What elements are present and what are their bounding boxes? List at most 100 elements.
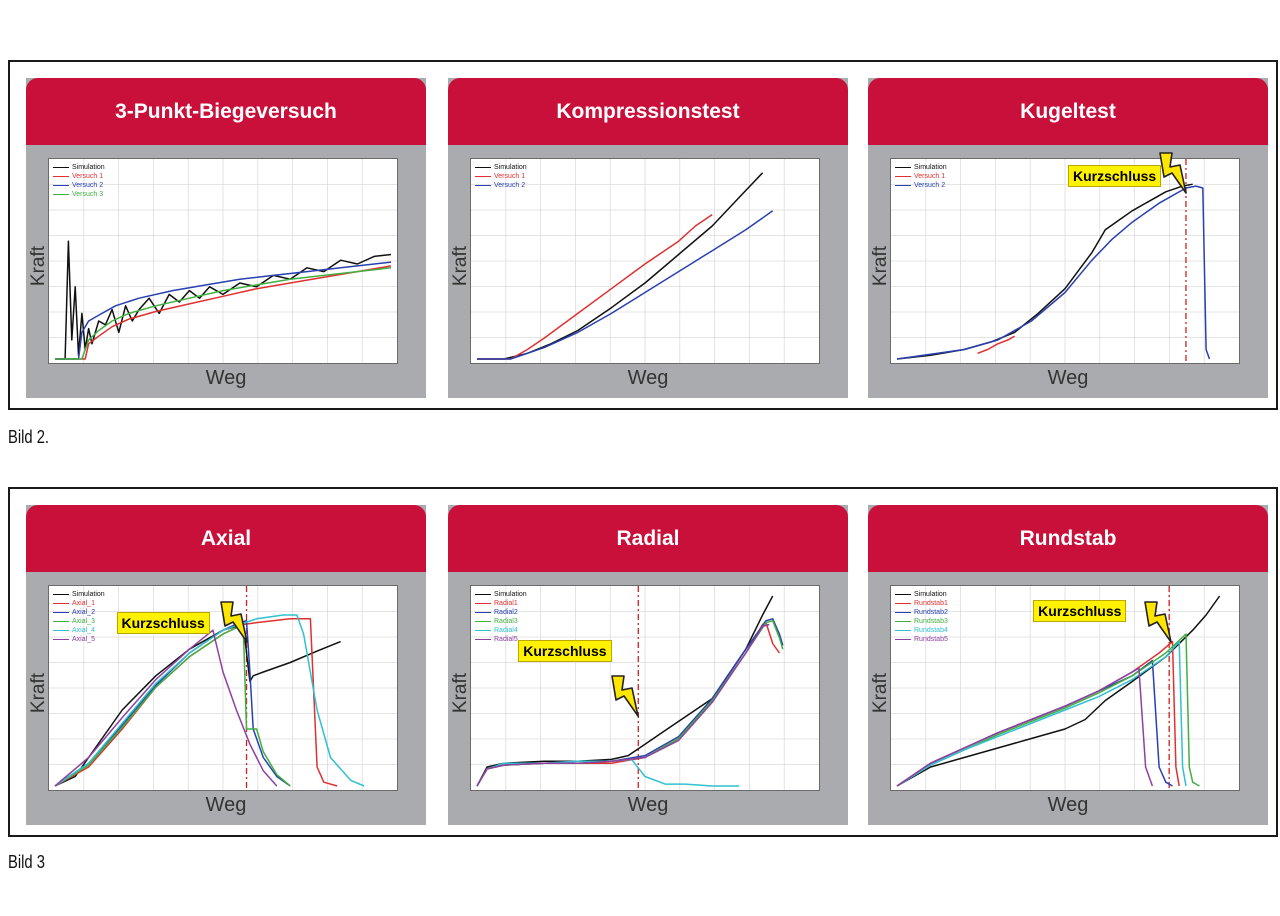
legend-swatch bbox=[475, 612, 491, 613]
chart-panel-p0: 3-Punkt-Biegeversuch Kraft Weg Simulation Ve… bbox=[26, 78, 426, 398]
legend-item: Versuch 1 bbox=[895, 172, 947, 181]
legend: Simulation Rundstab1 Rundstab2 Rundstab3 Run… bbox=[895, 590, 948, 644]
legend-swatch bbox=[53, 176, 69, 177]
series-line-simulation bbox=[54, 623, 341, 787]
legend-item: Simulation bbox=[895, 163, 947, 172]
chart-panel-p3: Axial Kraft Weg Simulation Axial_1 Axial_2 Axi… bbox=[26, 505, 426, 825]
legend-swatch bbox=[475, 594, 491, 595]
x-axis-label: Weg bbox=[1047, 794, 1089, 816]
legend-item: Simulation bbox=[475, 590, 527, 599]
legend-swatch bbox=[895, 185, 911, 186]
series-line-axial-3 bbox=[54, 623, 291, 787]
series-line-axial-4 bbox=[54, 614, 365, 787]
y-axis-label: Kraft bbox=[870, 672, 891, 714]
legend-item: Versuch 2 bbox=[53, 181, 105, 190]
series-line-versuch-3 bbox=[55, 267, 392, 360]
chart-panel-p4: Radial Kraft Weg Simulation Radial1 Radial2 Ra… bbox=[448, 505, 848, 825]
legend-item: Rundstab3 bbox=[895, 617, 948, 626]
chart-title: Radial bbox=[448, 505, 848, 572]
plot-area: Simulation Versuch 1 Versuch 2 Kurzschluss bbox=[890, 152, 1240, 364]
chart-panel-p1: Kompressionstest Kraft Weg Simulation Versuc… bbox=[448, 78, 848, 398]
legend-swatch bbox=[895, 612, 911, 613]
plot-area: Simulation Rundstab1 Rundstab2 Rundstab3 Run… bbox=[890, 585, 1240, 791]
legend-swatch bbox=[53, 594, 69, 595]
legend-swatch bbox=[475, 167, 491, 168]
chart-title: Kompressionstest bbox=[448, 78, 848, 145]
legend-item: Versuch 2 bbox=[895, 181, 947, 190]
chart-panel-p5: Rundstab Kraft Weg Simulation Rundstab1 Runds… bbox=[868, 505, 1268, 825]
legend-swatch bbox=[895, 621, 911, 622]
legend-swatch bbox=[895, 630, 911, 631]
legend-label: Radial3 bbox=[494, 618, 518, 625]
legend-label: Simulation bbox=[494, 164, 527, 171]
legend-swatch bbox=[895, 167, 911, 168]
legend-label: Radial2 bbox=[494, 609, 518, 616]
figure-3-frame: Axial Kraft Weg Simulation Axial_1 Axial_2 Axi… bbox=[8, 487, 1278, 837]
legend-label: Simulation bbox=[914, 591, 947, 598]
y-axis-label: Kraft bbox=[450, 245, 471, 287]
legend-label: Rundstab5 bbox=[914, 636, 948, 643]
legend-swatch bbox=[895, 176, 911, 177]
chart-title: 3-Punkt-Biegeversuch bbox=[26, 78, 426, 145]
legend-label: Versuch 1 bbox=[494, 173, 526, 180]
chart-panel-p2: Kugeltest Kraft Weg Simulation Versuch 1 Vers… bbox=[868, 78, 1268, 398]
chart-svg bbox=[891, 586, 1239, 790]
y-axis-label: Kraft bbox=[28, 245, 49, 287]
x-axis-label: Weg bbox=[205, 367, 247, 389]
legend-item: Radial2 bbox=[475, 608, 527, 617]
legend-item: Versuch 1 bbox=[53, 172, 105, 181]
legend-item: Axial_3 bbox=[53, 617, 105, 626]
lightning-bolt-icon bbox=[1159, 152, 1187, 194]
figure-2-caption: Bild 2. bbox=[8, 427, 50, 447]
x-axis-label: Weg bbox=[1047, 367, 1089, 389]
series-line-simulation bbox=[55, 240, 392, 360]
legend-label: Simulation bbox=[72, 591, 105, 598]
chart-title: Axial bbox=[26, 505, 426, 572]
legend-swatch bbox=[475, 176, 491, 177]
legend-item: Axial_2 bbox=[53, 608, 105, 617]
y-axis-label: Kraft bbox=[450, 672, 471, 714]
legend-label: Versuch 2 bbox=[72, 182, 104, 189]
legend-item: Rundstab5 bbox=[895, 635, 948, 644]
legend-label: Radial4 bbox=[494, 627, 518, 634]
figure-2-frame: 3-Punkt-Biegeversuch Kraft Weg Simulation Ve… bbox=[8, 60, 1278, 410]
chart-svg bbox=[891, 159, 1239, 363]
legend-item: Axial_4 bbox=[53, 626, 105, 635]
chart-title: Kugeltest bbox=[868, 78, 1268, 145]
legend-swatch bbox=[475, 639, 491, 640]
legend-item: Versuch 3 bbox=[53, 190, 105, 199]
legend-label: Rundstab3 bbox=[914, 618, 948, 625]
plot-area: Simulation Axial_1 Axial_2 Axial_3 Axial_4 Ax… bbox=[48, 585, 398, 791]
legend-item: Radial3 bbox=[475, 617, 527, 626]
legend-label: Rundstab1 bbox=[914, 600, 948, 607]
legend-swatch bbox=[895, 594, 911, 595]
legend-item: Radial1 bbox=[475, 599, 527, 608]
legend-swatch bbox=[475, 185, 491, 186]
legend-item: Radial5 bbox=[475, 635, 527, 644]
y-axis-label: Kraft bbox=[870, 245, 891, 287]
plot-area: Simulation Versuch 1 Versuch 2 Versuch 3 bbox=[48, 158, 398, 364]
legend: Simulation Versuch 1 Versuch 2 Versuch 3 bbox=[53, 163, 105, 199]
lightning-bolt-icon bbox=[219, 601, 248, 643]
legend-item: Versuch 2 bbox=[475, 181, 527, 190]
lightning-bolt-icon bbox=[611, 675, 640, 717]
legend-item: Simulation bbox=[475, 163, 527, 172]
x-axis-label: Weg bbox=[627, 794, 669, 816]
grid bbox=[891, 159, 1239, 363]
x-axis-label: Weg bbox=[627, 367, 669, 389]
grid bbox=[471, 159, 819, 363]
kurzschluss-label: Kurzschluss bbox=[1067, 165, 1162, 187]
legend-label: Axial_5 bbox=[72, 636, 95, 643]
kurzschluss-label: Kurzschluss bbox=[1033, 600, 1127, 622]
legend-swatch bbox=[895, 603, 911, 604]
legend-swatch bbox=[53, 185, 69, 186]
legend-item: Radial4 bbox=[475, 626, 527, 635]
legend-item: Versuch 1 bbox=[475, 172, 527, 181]
legend-label: Versuch 3 bbox=[72, 191, 104, 198]
legend-swatch bbox=[53, 194, 69, 195]
legend-label: Axial_1 bbox=[72, 600, 95, 607]
figure-3-caption: Bild 3 bbox=[8, 852, 45, 872]
y-axis-label: Kraft bbox=[28, 672, 49, 714]
legend-label: Simulation bbox=[494, 591, 527, 598]
kurzschluss-label: Kurzschluss bbox=[518, 640, 612, 662]
